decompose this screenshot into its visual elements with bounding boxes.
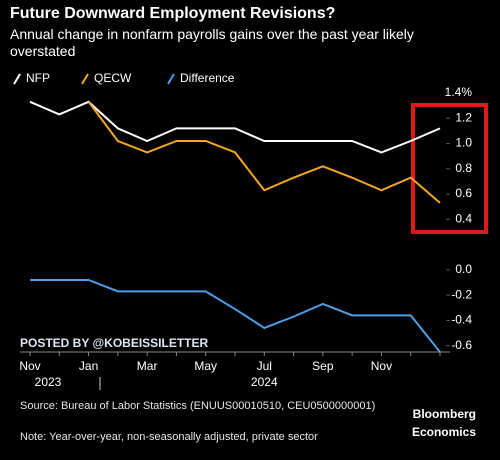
legend-label: QECW — [94, 71, 132, 85]
series-line — [30, 278, 441, 353]
series-line — [29, 100, 441, 154]
x-tick-label: May — [194, 359, 217, 373]
y-tick-label: 1.4% — [445, 85, 473, 99]
x-tick-label: Jul — [257, 359, 272, 373]
y-tick-label: 0.8 — [455, 161, 472, 175]
legend-label: Difference — [180, 71, 235, 85]
brand: Economics — [412, 425, 476, 439]
legend-swatch — [167, 73, 175, 85]
x-tick-label: Nov — [371, 359, 392, 373]
brand: Bloomberg — [413, 407, 476, 421]
chart-subtitle: Annual change in nonfarm payrolls gains … — [10, 26, 414, 59]
y-tick-label: 1.0 — [455, 136, 472, 150]
legend-label: NFP — [26, 71, 50, 85]
legend-swatch — [81, 73, 89, 85]
subtitle-box: Annual change in nonfarm payrolls gains … — [10, 26, 414, 59]
y-tick-label: 0.0 — [455, 262, 472, 276]
x-tick-label: Nov — [19, 359, 40, 373]
highlight-box — [411, 103, 488, 234]
y-tick-label: -0.2 — [451, 287, 472, 301]
y-tick-label: 0.4 — [455, 212, 472, 226]
y-tick-label: 0.6 — [455, 186, 472, 200]
chart-title: Future Downward Employment Revisions? — [10, 5, 335, 22]
year-label: 2023 — [35, 375, 62, 389]
year-label: 2024 — [251, 375, 278, 389]
y-tick-label: -0.4 — [451, 313, 472, 327]
y-tick-label: 1.2 — [455, 110, 472, 124]
x-tick-label: Sep — [312, 359, 334, 373]
source: Source: Bureau of Labor Statistics (ENUU… — [20, 400, 375, 412]
y-tick-label: -0.6 — [451, 338, 472, 352]
legend-swatch — [13, 73, 21, 85]
watermark: POSTED BY @KOBEISSILETTER — [20, 336, 209, 350]
note: Note: Year-over-year, non-seasonally adj… — [20, 431, 318, 443]
series-line — [87, 101, 441, 204]
x-tick-label: Jan — [79, 359, 98, 373]
x-tick-label: Mar — [137, 359, 158, 373]
